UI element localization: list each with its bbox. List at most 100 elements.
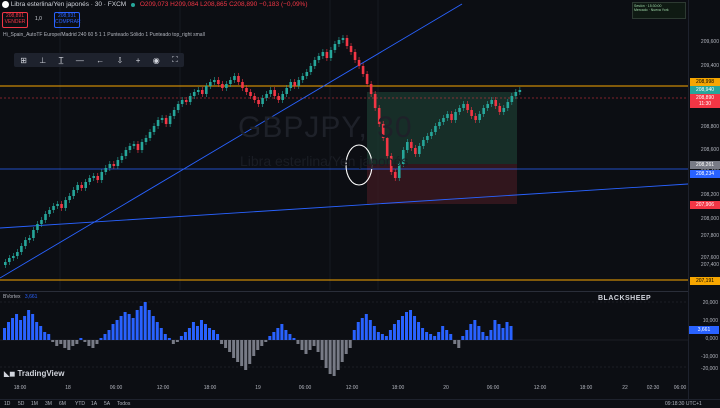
oscillator-bar [477, 326, 481, 340]
oscillator-bar [252, 340, 256, 356]
timeframe-todos[interactable]: Todos [117, 401, 131, 407]
oscillator-bar [360, 318, 364, 340]
arrow-down-icon[interactable]: ⇩ [116, 55, 124, 65]
oscillator-bar [485, 336, 489, 340]
candle-body [482, 108, 485, 114]
candle-body [88, 178, 92, 182]
timeframe-5a[interactable]: 5A [104, 401, 111, 407]
sell-label: VENDER [4, 19, 26, 25]
oscillator-bar [163, 334, 167, 340]
candle-body [438, 122, 441, 126]
candle-body [184, 100, 188, 102]
oscillator-bar [457, 340, 461, 348]
candle-body [345, 38, 349, 46]
candle-body [196, 90, 200, 92]
oscillator-bar [413, 316, 417, 340]
sell-button[interactable]: 208,891 VENDER [2, 12, 28, 28]
ohlc-values: O209,073 H209,084 L208,865 C208,890 −0,1… [139, 1, 308, 9]
oscillator-bar [139, 306, 143, 340]
candle-body [385, 138, 389, 156]
circle-dot-icon[interactable]: ◉ [152, 55, 160, 65]
candle-body [442, 118, 445, 122]
time-tick: 22 [622, 385, 628, 391]
oscillator-legend[interactable]: BVortex 3,661 [3, 294, 37, 300]
chart-canvas[interactable] [0, 0, 689, 290]
oscillator-bar [236, 340, 240, 362]
oscillator-bar [372, 326, 376, 340]
oscillator-bar [183, 332, 187, 340]
oscillator-bar [107, 330, 111, 340]
oscillator-bar [336, 340, 340, 370]
candle-body [506, 102, 510, 108]
price-chart[interactable] [0, 0, 689, 290]
line-icon[interactable]: — [75, 55, 84, 65]
magnet-icon[interactable]: ⊞ [20, 55, 27, 65]
candle-body [241, 82, 244, 88]
timeframe-1a[interactable]: 1A [91, 401, 98, 407]
price-tick: 209,600 [700, 39, 719, 45]
oscillator-bar [111, 324, 115, 340]
symbol-title-row[interactable]: Libra esterlina/Yen japonés · 30 · FXCM … [2, 1, 308, 8]
oscillator-pane[interactable] [0, 291, 688, 385]
candle-body [237, 76, 240, 82]
timeframe-1d[interactable]: 1D [4, 401, 11, 407]
session-line-1: Sesión · 15:30:00 [634, 4, 662, 8]
candle-body [321, 52, 325, 56]
oscillator-bar [171, 340, 175, 344]
sell-price: 208,891 [5, 13, 25, 19]
candle-body [221, 84, 224, 88]
timeframe-5d[interactable]: 5D [18, 401, 25, 407]
buy-button[interactable]: 208,931 COMPRAR [54, 12, 81, 28]
symbol-title[interactable]: Libra esterlina/Yen japonés · 30 · FXCM [10, 1, 127, 9]
price-tick: 208,800 [700, 124, 719, 130]
oscillator-bar [348, 340, 352, 348]
oscillator-bar [244, 340, 248, 370]
candle-body [225, 84, 228, 88]
candle-body [389, 156, 393, 172]
plus-icon[interactable]: + [135, 55, 141, 65]
candle-body [430, 132, 433, 136]
candle-body [474, 116, 477, 120]
oscillator-canvas[interactable] [0, 292, 688, 385]
candle-body [80, 185, 83, 188]
oscillator-bar [364, 314, 368, 340]
oscillator-bar [461, 336, 465, 340]
price-tick: 208,000 [700, 216, 719, 222]
candle-body [36, 224, 39, 230]
oscillator-bar [147, 310, 151, 340]
candle-body [4, 262, 7, 265]
timeframe-ytd[interactable]: YTD [75, 401, 85, 407]
timeframe-6m[interactable]: 6M [59, 401, 66, 407]
candle-body [176, 104, 180, 110]
candle-body [140, 142, 144, 150]
oscillator-bar [204, 324, 207, 340]
oscillator-bar [392, 324, 396, 340]
oscillator-bar [220, 340, 224, 344]
indicator-legend[interactable]: Hi_Spain_AutoTF Europe/Madrid 240 60 5 1… [3, 32, 205, 38]
oscillator-bar [155, 322, 159, 340]
drawing-toolbar[interactable]: ⊞ ⊥ T̲ — ← ⇩ + ◉ ⛶ [14, 53, 184, 67]
candle-body [309, 66, 313, 72]
arrow-left-icon[interactable]: ← [96, 55, 105, 65]
oscillator-bar [195, 326, 199, 340]
oscillator-name: BVortex [3, 294, 21, 300]
oscillator-bar [47, 334, 51, 340]
fullscreen-icon[interactable]: ⛶ [172, 55, 178, 64]
price-label: 208,234 [690, 170, 720, 178]
oscillator-bar [212, 330, 216, 340]
oscillator-bar [232, 340, 236, 358]
oscillator-bar [368, 320, 372, 340]
timeframe-1m[interactable]: 1M [31, 401, 38, 407]
oscillator-bar [340, 340, 344, 362]
underline-icon[interactable]: T̲ [58, 55, 64, 65]
oscillator-bar [437, 332, 441, 340]
oscillator-bar [240, 340, 244, 366]
watermark-name: Libra esterlina/Yen japonés [240, 153, 409, 169]
timeframe-3m[interactable]: 3M [45, 401, 52, 407]
candle-body [381, 124, 385, 138]
candle-body [265, 94, 268, 98]
oscillator-tick: 20,000 [702, 300, 718, 306]
anchor-icon[interactable]: ⊥ [39, 55, 47, 65]
time-tick: 18:00 [13, 385, 27, 391]
oscillator-bar [51, 340, 55, 342]
